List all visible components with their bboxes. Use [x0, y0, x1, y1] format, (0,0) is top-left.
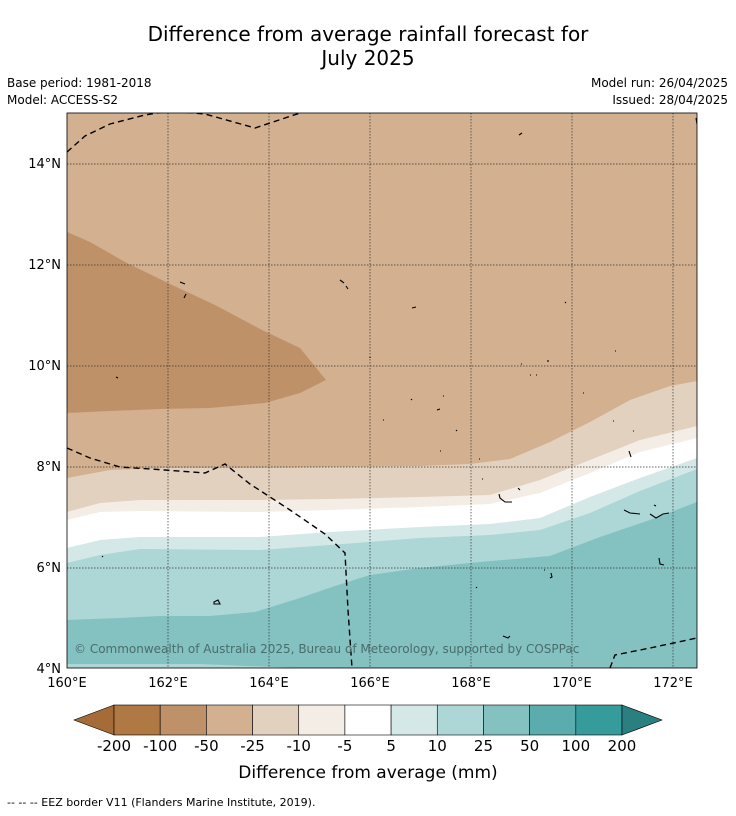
graticule	[67, 113, 697, 668]
colorbar-box	[298, 704, 346, 736]
eez-footnote: -- -- -- EEZ border V11 (Flanders Marine…	[7, 796, 316, 809]
band-wet-10-south	[67, 664, 300, 668]
colorbar-extend-low	[73, 704, 115, 736]
colorbar-title: Difference from average (mm)	[238, 763, 497, 783]
title-line-1: Difference from average rainfall forecas…	[147, 22, 589, 46]
band-wet-25	[67, 502, 697, 668]
lon-labels: 160°E 162°E 164°E 166°E 168°E 170°E 172°…	[47, 676, 693, 691]
lon-label: 166°E	[350, 676, 390, 691]
map-title: Difference from average rainfall forecas…	[0, 22, 736, 70]
colorbar-tick-label: 25	[474, 737, 493, 755]
lon-label: 172°E	[653, 676, 693, 691]
title-line-2: July 2025	[321, 46, 415, 70]
lat-label: 4°N	[37, 662, 62, 677]
lon-label: 162°E	[148, 676, 188, 691]
base-period: Base period: 1981-2018	[7, 76, 152, 90]
colorbar-box	[483, 704, 530, 736]
colorbar-tick-label: -200	[97, 737, 131, 755]
colorbar-box	[575, 704, 623, 736]
colorbar-tick-label: -5	[337, 737, 352, 755]
colorbar-box	[390, 704, 438, 736]
lat-labels: 14°N 12°N 10°N 8°N 6°N 4°N	[28, 157, 61, 677]
band-dry-50	[67, 232, 326, 413]
colorbar	[73, 704, 663, 736]
eez-borders	[67, 113, 697, 668]
colorbar-extend-high	[621, 704, 663, 736]
colorbar-tick-label: -50	[194, 737, 219, 755]
lon-label: 168°E	[451, 676, 491, 691]
lat-label: 6°N	[37, 561, 62, 576]
colorbar-box	[344, 704, 392, 736]
lon-label: 164°E	[249, 676, 289, 691]
meta-left: Base period: 1981-2018 Model: ACCESS-S2	[7, 75, 152, 109]
lat-label: 14°N	[28, 157, 61, 172]
colorbar-box	[436, 704, 484, 736]
issued-date: Issued: 28/04/2025	[612, 93, 728, 107]
lon-label: 160°E	[47, 676, 87, 691]
colorbar-box	[113, 704, 161, 736]
map-area: © Commonwealth of Australia 2025, Bureau…	[67, 113, 697, 668]
colorbar-tick-label: 50	[520, 737, 539, 755]
colorbar-tick-label: -10	[286, 737, 311, 755]
colorbar-tick-label: 5	[386, 737, 396, 755]
lat-label: 10°N	[28, 359, 61, 374]
colorbar-tick-label: -25	[240, 737, 265, 755]
colorbar-box	[206, 704, 253, 736]
meta-right: Model run: 26/04/2025 Issued: 28/04/2025	[591, 75, 728, 109]
colorbar-tick-label: -100	[143, 737, 177, 755]
lat-label: 12°N	[28, 258, 61, 273]
colorbar-box	[252, 704, 300, 736]
islands	[101, 117, 697, 639]
colorbar-box	[529, 704, 577, 736]
colorbar-tick-label: 100	[561, 737, 590, 755]
copyright-text: © Commonwealth of Australia 2025, Bureau…	[74, 642, 579, 656]
model-name: Model: ACCESS-S2	[7, 93, 119, 107]
colorbar-box	[159, 704, 207, 736]
map-frame	[66, 112, 698, 669]
colorbar-labels: -200 -100 -50 -25 -10 -5 5 10 25 50 100 200	[97, 737, 636, 755]
model-run: Model run: 26/04/2025	[590, 76, 728, 90]
colorbar-tick-label: 10	[428, 737, 447, 755]
lat-label: 8°N	[37, 460, 62, 475]
colorbar-tick-label: 200	[608, 737, 637, 755]
lon-label: 170°E	[552, 676, 592, 691]
